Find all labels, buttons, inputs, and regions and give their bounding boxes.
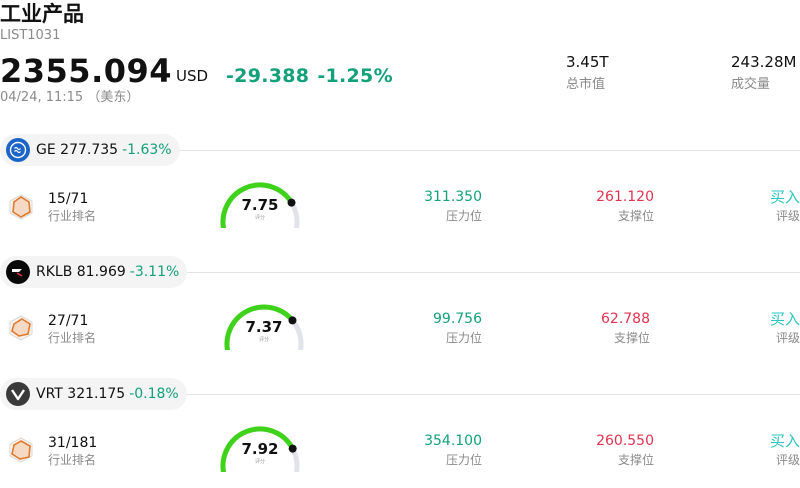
score-label: 评分 (254, 215, 265, 221)
rating-label: 评级 (775, 331, 800, 345)
stock-change-percent: -1.63% (122, 142, 172, 158)
rating[interactable]: 买入 评级 (720, 187, 800, 224)
gauge-marker (288, 316, 297, 325)
rank-value: 27/71 (48, 313, 89, 329)
resistance-value: 354.100 (424, 433, 482, 449)
stock-symbol: GE 277.735 (36, 142, 119, 158)
quote-time: 04/24, 11:15 （美东） (0, 90, 140, 105)
score-label: 评分 (254, 459, 265, 465)
stock-change-percent: -3.11% (129, 264, 180, 280)
gauge-fill (220, 182, 295, 235)
stock-symbol: VRT 321.175 (36, 386, 126, 402)
hexagon-rank-icon (9, 315, 33, 341)
gauge-marker (288, 444, 297, 453)
divider (0, 272, 800, 273)
price-change: -29.388 -1.25% (226, 64, 393, 88)
rating-value: 买入 (769, 188, 800, 206)
change-percent: -1.25% (317, 65, 393, 87)
score-gauge: 7.37 评分 (224, 300, 314, 357)
resistance-label: 压力位 (445, 453, 482, 467)
rating[interactable]: 买入 评级 (720, 309, 800, 346)
rank-value: 15/71 (48, 191, 89, 207)
divider (0, 394, 800, 395)
hexagon-rank-icon (9, 437, 33, 463)
rating-label: 评级 (775, 209, 800, 223)
vrt-logo-icon (6, 382, 30, 406)
industry-rank: 15/71 行业排名 (48, 190, 96, 224)
ge-logo-icon (6, 138, 30, 162)
score-gauge: 7.92 评分 (220, 422, 310, 479)
gauge-fill (220, 426, 296, 479)
rating-value: 买入 (769, 310, 800, 328)
divider (0, 150, 800, 151)
index-price: 2355.094 (0, 52, 173, 90)
resistance-label: 压力位 (445, 209, 482, 223)
rating-label: 评级 (775, 453, 800, 467)
resistance-level: 99.756 压力位 (400, 309, 482, 346)
support-value: 62.788 (601, 311, 650, 327)
resistance-level: 354.100 压力位 (400, 431, 482, 468)
change-value: -29.388 (226, 65, 310, 87)
industry-rank: 31/181 行业排名 (48, 434, 97, 468)
gauge-marker (287, 198, 296, 207)
support-label: 支撑位 (617, 209, 654, 223)
support-value: 261.120 (596, 189, 654, 205)
resistance-value: 99.756 (433, 311, 482, 327)
support-level: 260.550 支撑位 (570, 431, 654, 468)
list-code: LIST1031 (0, 28, 61, 43)
resistance-level: 311.350 压力位 (400, 187, 482, 224)
rating-value: 买入 (769, 432, 800, 450)
support-level: 62.788 支撑位 (570, 309, 650, 346)
score-value: 7.75 (241, 196, 279, 214)
stock-pill-ge[interactable]: GE 277.735 -1.63% (0, 134, 180, 166)
rank-label: 行业排名 (48, 331, 97, 345)
score-value: 7.37 (245, 318, 283, 336)
rklb-logo-icon (6, 260, 30, 284)
rating[interactable]: 买入 评级 (720, 431, 800, 468)
score-label: 评分 (258, 337, 269, 343)
resistance-value: 311.350 (424, 189, 482, 205)
support-label: 支撑位 (613, 331, 650, 345)
currency-label: USD (176, 67, 209, 85)
stock-pill-vrt[interactable]: VRT 321.175 -0.18% (0, 378, 187, 410)
gauge-fill (224, 304, 295, 357)
hexagon-rank-icon (9, 194, 33, 220)
market-cap-stat: 3.45T 总市值 (566, 52, 609, 94)
stock-pill-rklb[interactable]: RKLB 81.969 -3.11% (0, 256, 188, 288)
rank-value: 31/181 (48, 435, 98, 451)
page-title: 工业产品 (0, 2, 84, 26)
volume-label: 成交量 (731, 77, 771, 92)
rank-label: 行业排名 (48, 209, 97, 223)
industry-rank: 27/71 行业排名 (48, 312, 96, 346)
support-level: 261.120 支撑位 (570, 187, 654, 224)
market-cap-label: 总市值 (566, 77, 606, 92)
volume-value: 243.28M (731, 53, 797, 71)
stock-change-percent: -0.18% (129, 386, 179, 402)
rank-label: 行业排名 (48, 453, 97, 467)
volume-stat: 243.28M 成交量 (731, 52, 796, 94)
support-value: 260.550 (596, 433, 654, 449)
resistance-label: 压力位 (445, 331, 482, 345)
market-cap-value: 3.45T (566, 53, 609, 71)
score-gauge: 7.75 评分 (220, 178, 310, 235)
stock-symbol: RKLB 81.969 (36, 264, 126, 280)
score-value: 7.92 (241, 440, 279, 458)
support-label: 支撑位 (617, 453, 654, 467)
